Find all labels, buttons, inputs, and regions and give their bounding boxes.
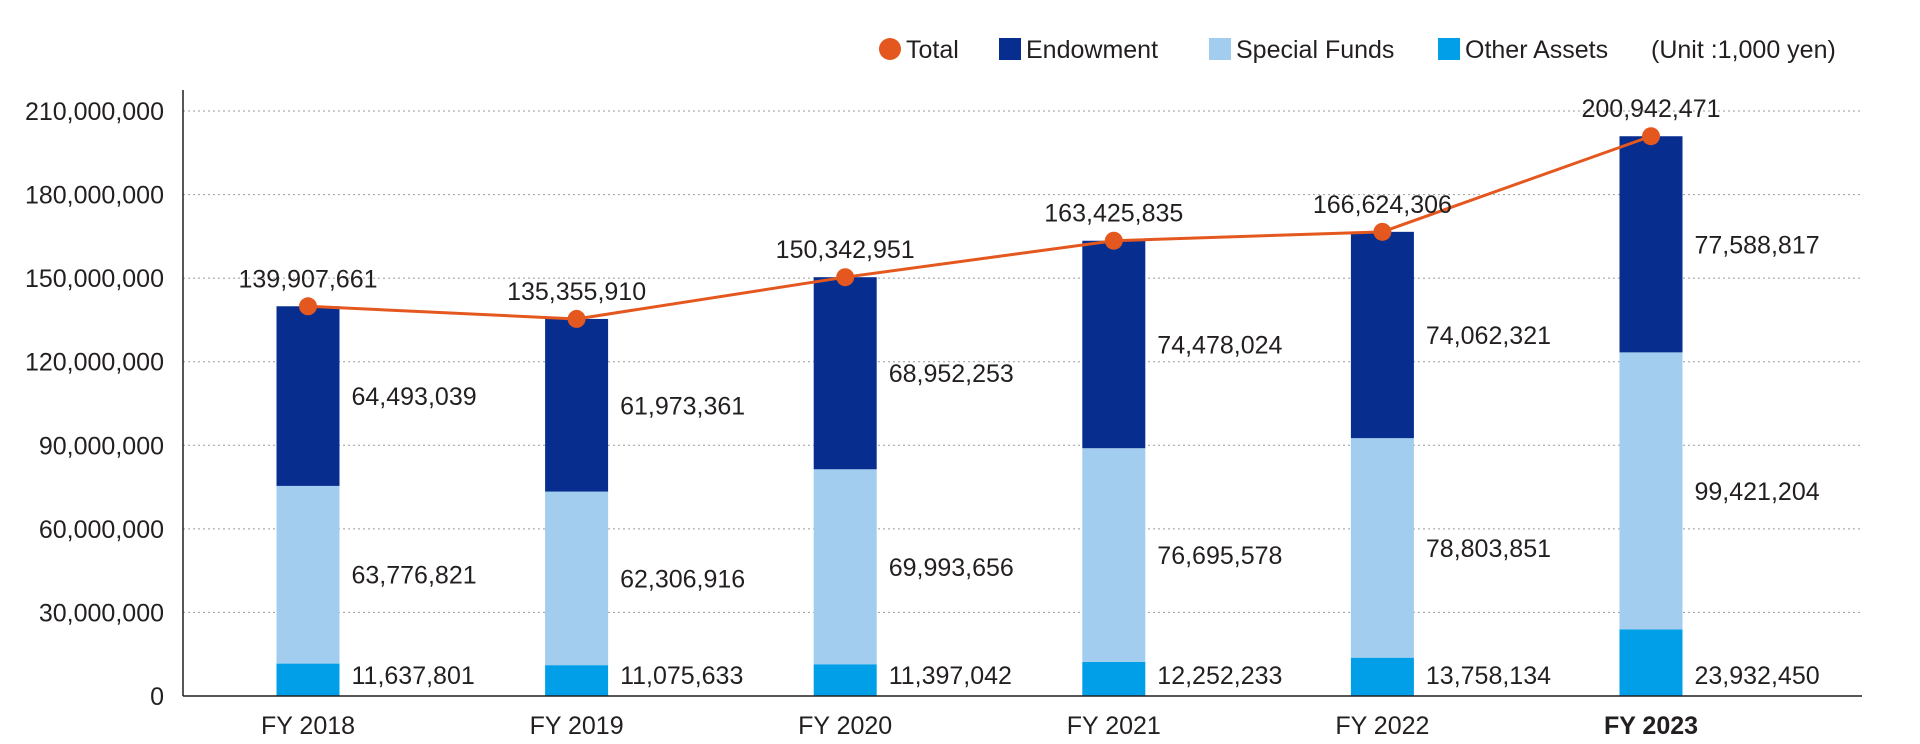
total-point xyxy=(1642,127,1660,146)
bar-value-label: 12,252,233 xyxy=(1157,662,1282,690)
bar-value-label: 77,588,817 xyxy=(1695,231,1820,259)
bar-segment-other-assets xyxy=(276,663,340,696)
legend: Total Endowment Special Funds Other Assets (… xyxy=(879,36,1836,64)
x-tick-label: FY 2019 xyxy=(530,712,624,740)
grid-layer xyxy=(183,110,1862,613)
x-tick-label: FY 2021 xyxy=(1067,712,1161,740)
x-tick-label: FY 2020 xyxy=(798,712,892,740)
bar-value-label: 11,075,633 xyxy=(620,662,743,690)
y-tick-label: 150,000,000 xyxy=(25,265,164,293)
bar-value-label: 99,421,204 xyxy=(1695,478,1820,506)
bar-segment-special-funds xyxy=(1619,352,1683,630)
total-point xyxy=(1373,222,1392,241)
bar-value-label: 13,758,134 xyxy=(1426,662,1551,690)
total-line xyxy=(307,134,1652,321)
total-value-label: 163,425,835 xyxy=(1044,200,1183,228)
bar-value-label: 64,493,039 xyxy=(352,383,477,411)
axis-layer: 0 30,000,000 60,000,000 90,000,000 120,000,0… xyxy=(25,90,1862,740)
total-point xyxy=(1104,231,1123,250)
legend-label: Endowment xyxy=(1026,36,1158,64)
bar-segment-other-assets xyxy=(545,665,609,696)
unit-note: (Unit :1,000 yen) xyxy=(1651,36,1836,64)
y-tick-label: 90,000,000 xyxy=(39,432,164,460)
data-label-layer: 11,637,801 63,776,821 64,493,039 11,075,633… xyxy=(238,95,1819,690)
legend-label: Total xyxy=(906,36,959,64)
bar-value-label: 68,952,253 xyxy=(889,360,1014,388)
legend-marker-special-funds xyxy=(1209,38,1231,60)
bar-segment-endowment xyxy=(276,306,340,486)
bar-value-label: 69,993,656 xyxy=(889,554,1014,582)
total-line-layer xyxy=(299,127,1660,328)
legend-marker-total xyxy=(879,38,901,60)
total-value-label: 200,942,471 xyxy=(1581,95,1720,123)
bar-value-label: 62,306,916 xyxy=(620,565,745,593)
y-tick-label: 60,000,000 xyxy=(39,516,164,544)
total-point xyxy=(567,309,586,328)
bar-segment-special-funds xyxy=(276,485,340,664)
total-value-label: 135,355,910 xyxy=(507,278,646,306)
total-value-label: 150,342,951 xyxy=(776,236,915,264)
total-point xyxy=(836,268,855,287)
x-tick-label: FY 2023 xyxy=(1604,712,1698,740)
y-tick-label: 120,000,000 xyxy=(25,349,164,377)
bar-segment-endowment xyxy=(545,318,609,492)
bar-segment-endowment xyxy=(1350,231,1414,439)
bar-value-label: 74,478,024 xyxy=(1157,331,1282,359)
bar-segment-special-funds xyxy=(545,491,609,666)
total-value-label: 166,624,306 xyxy=(1313,191,1452,219)
total-point xyxy=(299,297,317,316)
bar-segment-endowment xyxy=(813,277,877,470)
bar-value-label: 23,932,450 xyxy=(1695,662,1820,690)
legend-label: Special Funds xyxy=(1236,36,1394,64)
legend-marker-other-assets xyxy=(1438,38,1460,60)
y-tick-label: 30,000,000 xyxy=(39,599,164,627)
bar-segment-special-funds xyxy=(1350,438,1414,658)
bar-layer xyxy=(276,136,1683,696)
bar-segment-other-assets xyxy=(1350,657,1414,696)
bar-segment-other-assets xyxy=(1082,661,1146,696)
bar-value-label: 11,637,801 xyxy=(352,662,475,690)
bar-segment-endowment xyxy=(1619,136,1683,353)
bar-segment-endowment xyxy=(1082,240,1146,449)
total-value-label: 139,907,661 xyxy=(238,265,377,293)
legend-marker-endowment xyxy=(999,38,1021,60)
bar-value-label: 74,062,321 xyxy=(1426,322,1551,350)
legend-label: Other Assets xyxy=(1465,36,1608,64)
bar-value-label: 76,695,578 xyxy=(1157,542,1282,570)
y-tick-label: 180,000,000 xyxy=(25,182,164,210)
bar-segment-other-assets xyxy=(1619,629,1683,696)
bar-segment-special-funds xyxy=(813,469,877,665)
bar-segment-special-funds xyxy=(1082,448,1146,662)
bar-value-label: 63,776,821 xyxy=(352,562,477,590)
bar-value-label: 61,973,361 xyxy=(620,392,745,420)
y-tick-label: 210,000,000 xyxy=(25,98,164,126)
y-tick-label: 0 xyxy=(150,683,164,711)
bar-value-label: 78,803,851 xyxy=(1426,535,1551,563)
bar-value-label: 11,397,042 xyxy=(889,662,1012,690)
x-tick-label: FY 2018 xyxy=(261,712,355,740)
bar-segment-other-assets xyxy=(813,664,877,696)
x-tick-label: FY 2022 xyxy=(1335,712,1429,740)
